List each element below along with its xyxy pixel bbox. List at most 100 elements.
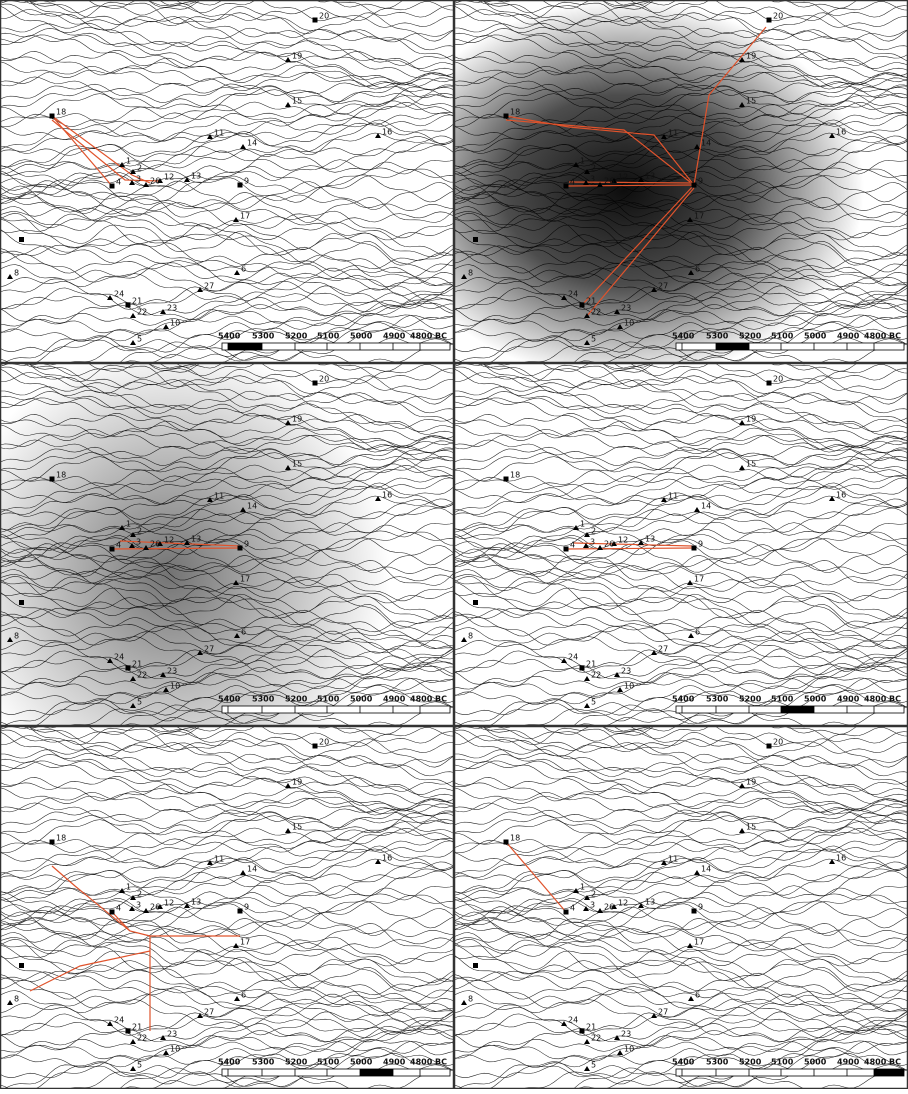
scale-label: 5200 (739, 332, 762, 341)
scale-label: 4900 (383, 695, 406, 704)
site-label: 10 (624, 682, 634, 691)
site-label: 18 (56, 108, 66, 117)
site-label: 13 (191, 898, 201, 907)
scale-label: 5200 (739, 695, 762, 704)
site-label: 27 (204, 645, 214, 654)
site-label: 9 (244, 177, 249, 186)
site-marker (580, 303, 585, 308)
scale-label: 5400 (218, 1058, 241, 1067)
site-label: 21 (586, 297, 596, 306)
site-marker (238, 183, 243, 188)
scale-bar (676, 1069, 904, 1076)
site-label: 11 (668, 492, 678, 501)
site-label: 14 (247, 139, 257, 148)
site-label: 6 (241, 991, 246, 1000)
site-label: 13 (191, 172, 201, 181)
site-label: 17 (240, 938, 250, 947)
site-label: 1 (126, 883, 131, 892)
site-label: 3 (590, 901, 595, 910)
site-label: 8 (468, 269, 473, 278)
site-label: 9 (244, 540, 249, 549)
site-label: 19 (746, 52, 756, 61)
site-label: 9 (244, 903, 249, 912)
site-marker (50, 114, 55, 119)
site-label: 15 (746, 97, 756, 106)
site-label: 20 (319, 375, 329, 384)
site-label: 10 (624, 1045, 634, 1054)
site-label: 26 (604, 903, 614, 912)
site-label: 22 (591, 671, 601, 680)
site-marker (19, 600, 24, 605)
site-label: 24 (114, 290, 124, 299)
site-label: 10 (170, 682, 180, 691)
scale-label: 5400 (218, 695, 241, 704)
site-label: 27 (658, 645, 668, 654)
site-label: 17 (240, 212, 250, 221)
site-label: 12 (618, 899, 628, 908)
site-marker (126, 303, 131, 308)
scale-label: 5300 (252, 1058, 275, 1067)
site-label: 18 (56, 834, 66, 843)
site-label: 12 (618, 536, 628, 545)
scale-bar (222, 1069, 450, 1076)
site-label: 5 (137, 698, 142, 707)
site-label: 19 (292, 778, 302, 787)
site-marker (692, 909, 697, 914)
site-label: 17 (694, 212, 704, 221)
site-label: 6 (695, 628, 700, 637)
site-label: 16 (382, 854, 392, 863)
site-marker (19, 237, 24, 242)
site-label: 6 (695, 265, 700, 274)
scale-label: 4800 BC (410, 332, 447, 341)
site-label: 23 (621, 1030, 631, 1039)
site-label: 20 (773, 738, 783, 747)
map-figure: 1234568910111213141516171819202122232426… (0, 0, 908, 1090)
site-label: 16 (836, 128, 846, 137)
site-label: 26 (604, 540, 614, 549)
site-marker (110, 184, 115, 189)
site-label: 10 (624, 319, 634, 328)
site-marker (238, 546, 243, 551)
site-label: 23 (621, 667, 631, 676)
site-label: 4 (570, 178, 575, 187)
scale-label: 4900 (383, 1058, 406, 1067)
site-label: 2 (591, 890, 596, 899)
site-marker (564, 184, 569, 189)
site-label: 18 (510, 471, 520, 480)
scale-highlight (874, 1069, 904, 1076)
site-marker (767, 744, 772, 749)
site-label: 5 (137, 335, 142, 344)
site-marker (110, 547, 115, 552)
scale-label: 5000 (350, 1058, 373, 1067)
site-label: 14 (701, 865, 711, 874)
site-label: 8 (14, 995, 19, 1004)
site-label: 2 (591, 527, 596, 536)
site-label: 17 (694, 575, 704, 584)
site-marker (473, 237, 478, 242)
map-panel: 1234568910111213141516171819202122232426… (454, 702, 908, 1090)
scale-label: 5200 (285, 1058, 308, 1067)
site-label: 8 (14, 632, 19, 641)
site-marker (313, 381, 318, 386)
site-label: 2 (137, 164, 142, 173)
scale-label: 4800 BC (864, 1058, 901, 1067)
scale-label: 4800 BC (864, 695, 901, 704)
site-label: 14 (701, 502, 711, 511)
scale-highlight (716, 343, 749, 350)
scale-label: 4900 (837, 1058, 860, 1067)
site-marker (692, 183, 697, 188)
site-label: 11 (214, 129, 224, 138)
site-label: 11 (214, 492, 224, 501)
site-label: 19 (746, 778, 756, 787)
site-label: 11 (668, 129, 678, 138)
site-marker (313, 18, 318, 23)
site-label: 20 (773, 12, 783, 21)
site-label: 15 (292, 460, 302, 469)
site-label: 15 (292, 823, 302, 832)
site-label: 23 (167, 667, 177, 676)
scale-label: 5100 (771, 1058, 794, 1067)
site-marker (504, 114, 509, 119)
site-label: 4 (116, 178, 121, 187)
site-label: 26 (150, 540, 160, 549)
site-label: 11 (214, 855, 224, 864)
